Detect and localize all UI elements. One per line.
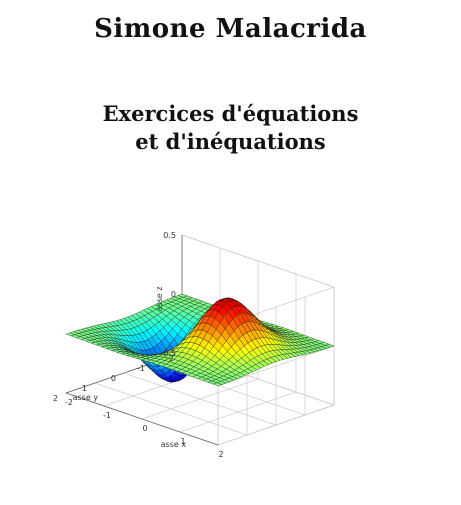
y-tick-label: -2 [166,354,174,363]
y-tick-label: -1 [137,364,145,373]
axis-labels: -0.5 0 0.5 -2 -1 0 1 2 -2 -1 0 1 2 asse z asse x asse y [53,231,224,459]
surface-patch [65,332,76,337]
y-tick-label: 1 [82,384,87,393]
floor-gridline [123,372,277,426]
floor-gridline [94,382,248,436]
surface-mesh [65,293,335,387]
book-title: Exercices d'équations et d'inéquations [0,100,461,156]
wall-gridline [181,234,335,288]
surface-plot: -0.5 0 0.5 -2 -1 0 1 2 -2 -1 0 1 2 asse z asse x asse y [0,230,461,500]
surface-plot-svg: -0.5 0 0.5 -2 -1 0 1 2 -2 -1 0 1 2 asse z asse x asse y [53,231,336,459]
y-tick-label: 0 [111,374,116,383]
y-tick-label: 2 [53,394,58,403]
z-tick-label: -0.5 [160,349,176,358]
z-tick-label: 0 [171,290,176,299]
wall-gridline [217,404,335,446]
x-axis-label: asse x [161,440,187,449]
title-line-1: Exercices d'équations [102,101,359,126]
x-axis-line [65,392,219,446]
x-tick-label: -1 [103,411,111,420]
x-tick-label: 2 [218,450,223,459]
x-tick-label: 1 [180,437,185,446]
z-tick-label: 0.5 [163,231,176,240]
x-tick-label: -2 [65,398,73,407]
z-axis-label: asse z [155,287,164,312]
x-tick-label: 0 [142,424,147,433]
wall-gridline [217,345,335,387]
author-name: Simone Malacrida [94,14,367,44]
title-line-2: et d'inéquations [135,129,326,154]
y-axis-label: asse y [73,393,99,402]
